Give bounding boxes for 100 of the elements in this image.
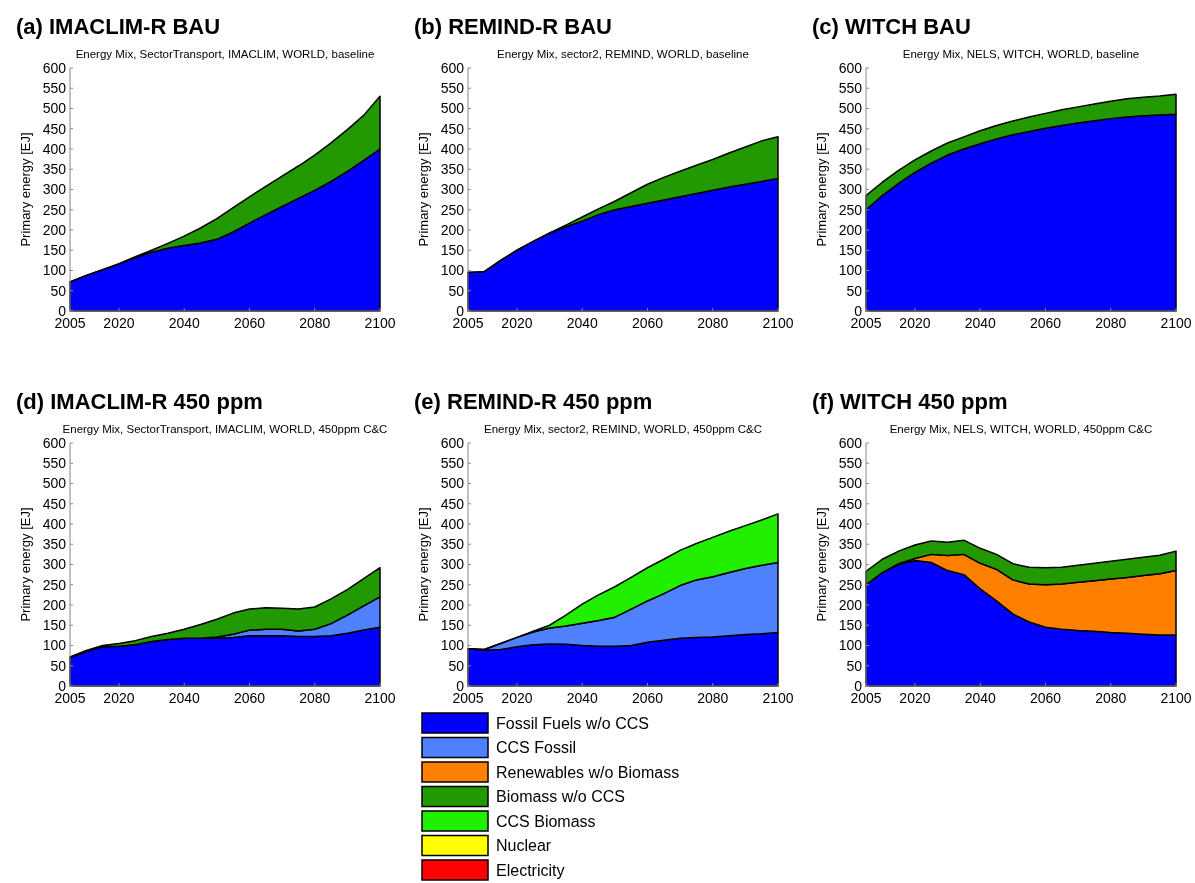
y-tick-label: 450 [838, 495, 863, 512]
y-tick-label: 550 [42, 80, 67, 97]
chart-subtitle: Energy Mix, NELS, WITCH, WORLD, 450ppm C&C [889, 423, 1153, 435]
category-label: Fossil Fuels w/o CCS [496, 714, 649, 732]
y-tick-label: 150 [838, 242, 863, 259]
y-tick-label: 400 [42, 140, 67, 157]
chart-subtitle: Energy Mix, sector2, REMIND, WORLD, 450ppm C&C [484, 423, 762, 435]
x-tick-label: 2040 [566, 315, 598, 331]
y-axis-title: Primary energy [EJ] [416, 132, 431, 247]
x-tick-label: 2080 [697, 690, 729, 706]
y-tick-label: 350 [440, 536, 465, 553]
y-tick-label: 300 [838, 556, 863, 573]
x-tick-label: 2060 [1029, 315, 1062, 331]
y-tick-label: 100 [440, 637, 465, 654]
y-axis-title: Primary energy [EJ] [416, 507, 431, 622]
y-tick-label: 350 [440, 161, 465, 178]
y-tick-label: 200 [440, 596, 465, 613]
y-tick-label: 500 [440, 475, 465, 492]
chart-subtitle: Energy Mix, SectorTransport, IMACLIM, WORLD, 450ppm C&C [62, 423, 388, 435]
y-tick-label: 100 [838, 637, 863, 654]
x-tick-label: 2100 [1160, 690, 1192, 706]
y-tick-label: 150 [440, 617, 465, 634]
y-tick-label: 600 [42, 59, 67, 76]
y-tick-label: 350 [42, 536, 67, 553]
x-tick-label: 2020 [103, 690, 135, 706]
chart-title: (d) IMACLIM-R 450 ppm [16, 389, 263, 414]
y-tick-label: 500 [838, 475, 863, 492]
y-tick-label: 200 [42, 221, 67, 238]
y-tick-label: 550 [440, 80, 465, 97]
x-tick-label: 2040 [964, 315, 996, 331]
y-tick-label: 150 [42, 617, 67, 634]
x-tick-label: 2060 [1029, 690, 1062, 706]
y-tick-label: 600 [838, 59, 863, 76]
y-tick-label: 550 [42, 455, 67, 472]
y-tick-label: 450 [42, 495, 67, 512]
chart-subtitle: Energy Mix, SectorTransport, IMACLIM, WORLD, baseline [75, 48, 375, 60]
y-tick-label: 150 [838, 617, 863, 634]
chart-subtitle: Energy Mix, NELS, WITCH, WORLD, baseline [902, 48, 1140, 60]
x-tick-label: 2040 [964, 690, 996, 706]
x-tick-label: 2100 [364, 315, 396, 331]
chart-title: (c) WITCH BAU [812, 14, 971, 39]
y-axis-title: Primary energy [EJ] [814, 132, 829, 247]
y-tick-label: 500 [42, 475, 67, 492]
y-tick-label: 100 [42, 262, 67, 279]
y-axis-title: Primary energy [EJ] [18, 507, 33, 622]
y-tick-label: 450 [838, 120, 863, 137]
y-tick-label: 150 [440, 242, 465, 259]
y-tick-label: 300 [440, 181, 465, 198]
category-label: Nuclear [496, 837, 552, 855]
chart-title: (f) WITCH 450 ppm [812, 389, 1008, 414]
category-label: Biomass w/o CCS [496, 788, 625, 806]
y-tick-label: 300 [42, 556, 67, 573]
x-tick-label: 2060 [233, 690, 266, 706]
y-tick-label: 100 [838, 262, 863, 279]
x-tick-label: 2040 [566, 690, 598, 706]
y-tick-label: 250 [440, 201, 465, 218]
y-tick-label: 250 [42, 576, 67, 593]
y-tick-label: 250 [838, 576, 863, 593]
y-tick-label: 100 [42, 637, 67, 654]
y-tick-label: 600 [440, 434, 465, 451]
x-tick-label: 2060 [631, 690, 664, 706]
x-tick-label: 2060 [631, 315, 664, 331]
x-tick-label: 2040 [168, 315, 200, 331]
x-tick-label: 2080 [299, 315, 331, 331]
x-tick-label: 2040 [168, 690, 200, 706]
x-tick-label: 2080 [1095, 690, 1127, 706]
y-tick-label: 400 [440, 140, 465, 157]
y-tick-label: 600 [440, 59, 465, 76]
x-tick-label: 2020 [501, 690, 533, 706]
y-tick-label: 50 [448, 282, 465, 299]
y-tick-label: 450 [440, 120, 465, 137]
category-label: CCS Biomass [496, 812, 596, 830]
x-tick-label: 2020 [501, 315, 533, 331]
y-tick-label: 150 [42, 242, 67, 259]
y-tick-label: 400 [42, 515, 67, 532]
x-tick-label: 2100 [762, 690, 794, 706]
y-tick-label: 350 [838, 161, 863, 178]
y-tick-label: 600 [42, 434, 67, 451]
y-tick-label: 200 [42, 596, 67, 613]
y-tick-label: 450 [42, 120, 67, 137]
y-tick-label: 550 [838, 80, 863, 97]
x-tick-label: 2020 [103, 315, 135, 331]
y-tick-label: 200 [838, 596, 863, 613]
x-tick-label: 2080 [1095, 315, 1127, 331]
y-tick-label: 550 [440, 455, 465, 472]
y-tick-label: 500 [838, 100, 863, 117]
x-tick-label: 2100 [762, 315, 794, 331]
chart-title: (e) REMIND-R 450 ppm [414, 389, 653, 414]
x-tick-label: 2100 [364, 690, 396, 706]
category-label: CCS Fossil [496, 739, 577, 757]
category-label: Electricity [496, 861, 565, 879]
y-tick-label: 100 [440, 262, 465, 279]
chart-title: (a) IMACLIM-R BAU [16, 14, 221, 39]
y-tick-label: 250 [440, 576, 465, 593]
y-tick-label: 250 [838, 201, 863, 218]
x-tick-label: 2100 [1160, 315, 1192, 331]
y-tick-label: 350 [838, 536, 863, 553]
y-axis-title: Primary energy [EJ] [18, 132, 33, 247]
chart-subtitle: Energy Mix, sector2, REMIND, WORLD, baseline [497, 48, 749, 60]
y-tick-label: 300 [440, 556, 465, 573]
